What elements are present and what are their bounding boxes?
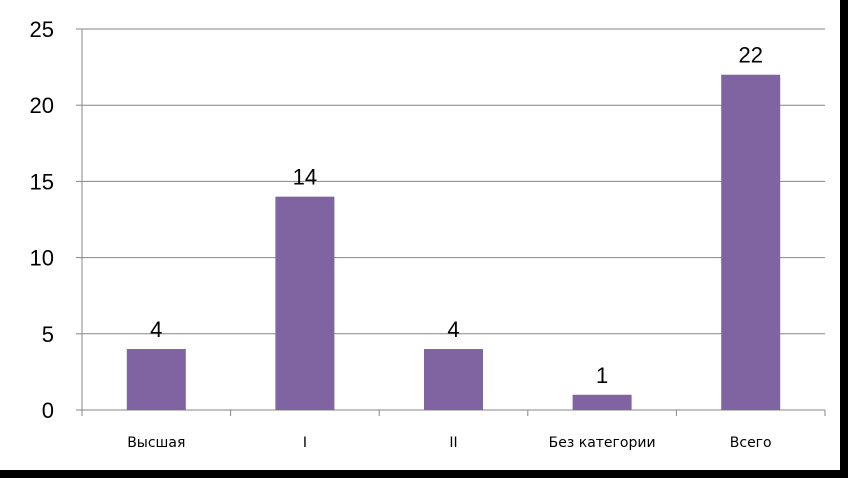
category-label-1: I bbox=[303, 435, 307, 451]
chart-frame: 0 5 10 15 20 25 4 Высшая 14 I 4 II 1 Без категории 22 В… bbox=[0, 0, 840, 470]
category-label-0: Высшая bbox=[127, 435, 185, 451]
data-label-4: 22 bbox=[738, 43, 762, 68]
bar-chart: 0 5 10 15 20 25 4 Высшая 14 I 4 II 1 Без категории 22 В… bbox=[30, 17, 826, 451]
bar-1 bbox=[275, 196, 335, 410]
y-tick-label-20: 20 bbox=[30, 93, 54, 118]
data-label-2: 4 bbox=[447, 317, 459, 342]
y-tick-label-5: 5 bbox=[42, 322, 54, 347]
y-tick-label-15: 15 bbox=[30, 169, 54, 194]
data-label-1: 14 bbox=[293, 165, 317, 190]
y-tick-label-0: 0 bbox=[42, 398, 54, 423]
bar-2 bbox=[424, 349, 483, 410]
category-label-2: II bbox=[449, 435, 457, 451]
category-label-4: Всего bbox=[730, 435, 772, 451]
bar-0 bbox=[126, 349, 186, 410]
category-label-3: Без категории bbox=[549, 435, 656, 451]
y-tick-label-25: 25 bbox=[30, 17, 54, 42]
data-label-3: 1 bbox=[596, 363, 608, 388]
data-label-0: 4 bbox=[150, 317, 162, 342]
bar-3 bbox=[572, 394, 632, 410]
y-tick-label-10: 10 bbox=[30, 246, 54, 271]
bar-4 bbox=[721, 74, 781, 410]
